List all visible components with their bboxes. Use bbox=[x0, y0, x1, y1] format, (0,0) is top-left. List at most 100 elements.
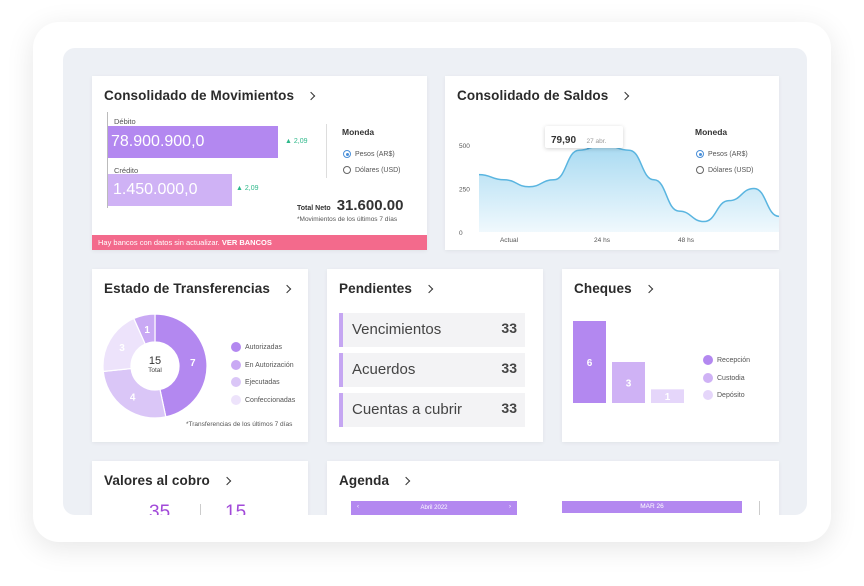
saldos-x-tick-label: 48 hs bbox=[678, 237, 695, 244]
agenda-calendar-header: ‹ Abril 2022 › bbox=[351, 501, 517, 515]
legend-dot-icon bbox=[703, 372, 713, 383]
debito-change: ▲ 2,09 bbox=[285, 138, 308, 145]
saldos-moneda-pesos-label: Pesos (AR$) bbox=[708, 150, 748, 158]
legend-confeccionadas-label: Confeccionadas bbox=[245, 396, 296, 404]
radio-unselected-icon[interactable] bbox=[696, 166, 704, 174]
tooltip-value: 79,90 bbox=[551, 135, 577, 146]
legend-dot-icon bbox=[703, 355, 713, 365]
pendiente-acuerdos[interactable]: Acuerdos 33 bbox=[339, 353, 525, 387]
legend-deposito-label: Depósito bbox=[717, 391, 745, 399]
valores-title[interactable]: Valores al cobro bbox=[104, 473, 232, 488]
debito-value: 78.900.900,0 bbox=[111, 133, 205, 150]
movimientos-card: Consolidado de Movimientos Débito 78.900… bbox=[92, 76, 427, 250]
transferencias-title-text: Estado de Transferencias bbox=[104, 281, 270, 296]
saldos-area-fill bbox=[479, 145, 779, 232]
agenda-card: Agenda ‹ Abril 2022 › MAR 26 bbox=[327, 461, 779, 515]
legend-dot-icon bbox=[703, 390, 713, 400]
debito-change-value: 2,09 bbox=[293, 138, 308, 145]
pendientes-title-text: Pendientes bbox=[339, 281, 413, 296]
pendientes-title[interactable]: Pendientes bbox=[339, 281, 434, 296]
legend-en-autorizacion: En Autorización bbox=[231, 359, 295, 378]
pendiente-vencimientos[interactable]: Vencimientos 33 bbox=[339, 313, 525, 347]
saldos-card: Consolidado de Saldos 500 250 0 Actual 24 hs… bbox=[445, 76, 779, 250]
radio-selected-icon[interactable] bbox=[696, 150, 704, 158]
movimientos-note: *Movimientos de los últimos 7 días bbox=[297, 216, 398, 223]
donut-slice bbox=[102, 367, 167, 419]
cheques-bar bbox=[573, 321, 606, 403]
saldos-x-tick-label: Actual bbox=[500, 237, 519, 244]
credito-change: ▲ 2,09 bbox=[236, 185, 259, 192]
saldos-moneda-dolares[interactable]: Dólares (USD) bbox=[696, 166, 754, 174]
movimientos-axis-line bbox=[107, 112, 108, 208]
saldos-tooltip: 79,90 27 abr. bbox=[545, 126, 623, 148]
movimientos-moneda-pesos[interactable]: Pesos (AR$) bbox=[343, 150, 395, 158]
radio-selected-icon[interactable] bbox=[343, 150, 351, 158]
legend-en-autorizacion-label: En Autorización bbox=[245, 361, 294, 369]
saldos-y-tick-label: 250 bbox=[459, 187, 470, 194]
agenda-month-label: Abril 2022 bbox=[420, 505, 448, 511]
credito-label: Crédito bbox=[114, 166, 139, 175]
ver-bancos-link[interactable]: VER BANCOS bbox=[221, 238, 272, 247]
movimientos-title[interactable]: Consolidado de Movimientos bbox=[104, 88, 316, 103]
credito-change-value: 2,09 bbox=[244, 185, 259, 192]
chevron-right-icon[interactable] bbox=[222, 476, 232, 486]
saldos-moneda-title: Moneda bbox=[695, 127, 728, 137]
pendientes-card: Pendientes Vencimientos 33 Acuerdos 33 Cue… bbox=[327, 269, 543, 442]
movimientos-moneda-pesos-label: Pesos (AR$) bbox=[355, 150, 395, 158]
valores-value-2: 15 bbox=[225, 502, 247, 515]
chevron-right-icon[interactable] bbox=[401, 476, 411, 486]
cheques-bar-label: 3 bbox=[626, 379, 632, 390]
pendiente-cuentas-label: Cuentas a cubrir bbox=[352, 401, 463, 418]
donut-center-label: Total bbox=[148, 367, 162, 374]
debito-label: Débito bbox=[114, 117, 136, 126]
credito-value: 1.450.000,0 bbox=[113, 181, 198, 198]
donut-slice bbox=[154, 313, 208, 418]
alert-text: Hay bancos con datos sin actualizar. bbox=[98, 238, 220, 247]
legend-dot-icon bbox=[231, 359, 241, 370]
legend-dot-icon bbox=[231, 377, 241, 387]
chevron-right-icon[interactable] bbox=[306, 91, 316, 101]
transferencias-title[interactable]: Estado de Transferencias bbox=[104, 281, 292, 296]
agenda-title[interactable]: Agenda bbox=[339, 473, 411, 488]
cheques-title[interactable]: Cheques bbox=[574, 281, 653, 296]
cheques-title-text: Cheques bbox=[574, 281, 632, 296]
valores-divider bbox=[200, 504, 201, 515]
radio-unselected-icon[interactable] bbox=[343, 166, 351, 174]
movimientos-title-text: Consolidado de Movimientos bbox=[104, 88, 295, 103]
agenda-scrollbar[interactable] bbox=[759, 501, 760, 515]
saldos-title[interactable]: Consolidado de Saldos bbox=[457, 88, 630, 103]
donut-slice bbox=[133, 313, 156, 345]
legend-ejecutadas: Ejecutadas bbox=[231, 377, 295, 395]
debito-bar bbox=[108, 126, 278, 158]
saldos-y-tick-label: 500 bbox=[459, 143, 470, 150]
transferencias-card: Estado de Transferencias 7 4 3 1 15 Total A… bbox=[92, 269, 308, 442]
cheques-bar-chart: 6 3 1 bbox=[573, 321, 684, 403]
legend-deposito: Depósito bbox=[703, 390, 750, 408]
pendiente-acuerdos-label: Acuerdos bbox=[352, 361, 416, 378]
valores-card: Valores al cobro 35 15 bbox=[92, 461, 308, 515]
legend-autorizadas-label: Autorizadas bbox=[245, 343, 282, 351]
pendiente-acuerdos-value: 33 bbox=[501, 360, 517, 376]
transferencias-legend: Autorizadas En Autorización Ejecutadas C… bbox=[231, 342, 295, 412]
donut-slice-label: 7 bbox=[190, 358, 196, 369]
legend-recepcion-label: Recepción bbox=[717, 356, 751, 364]
calendar-prev-icon[interactable]: ‹ bbox=[357, 504, 359, 510]
donut-center-value: 15 bbox=[148, 355, 162, 367]
movimientos-divider bbox=[326, 124, 327, 178]
pendiente-cuentas-value: 33 bbox=[501, 400, 517, 416]
agenda-day-header: MAR 26 bbox=[562, 501, 742, 513]
transferencias-donut-chart: 7 4 3 1 bbox=[102, 313, 208, 419]
saldos-moneda-dolares-label: Dólares (USD) bbox=[708, 166, 754, 174]
legend-custodia-label: Custodia bbox=[717, 374, 745, 382]
pendiente-cuentas-a-cubrir[interactable]: Cuentas a cubrir 33 bbox=[339, 393, 525, 427]
agenda-title-text: Agenda bbox=[339, 473, 390, 488]
chevron-right-icon[interactable] bbox=[424, 284, 434, 294]
movimientos-moneda-dolares[interactable]: Dólares (USD) bbox=[343, 166, 401, 174]
saldos-title-text: Consolidado de Saldos bbox=[457, 88, 609, 103]
cheques-bar bbox=[612, 362, 645, 403]
legend-recepcion: Recepción bbox=[703, 355, 750, 373]
total-neto: Total Neto 31.600.00 bbox=[297, 197, 403, 215]
legend-dot-icon bbox=[231, 394, 241, 405]
calendar-next-icon[interactable]: › bbox=[509, 504, 511, 510]
saldos-moneda-pesos[interactable]: Pesos (AR$) bbox=[696, 150, 748, 158]
